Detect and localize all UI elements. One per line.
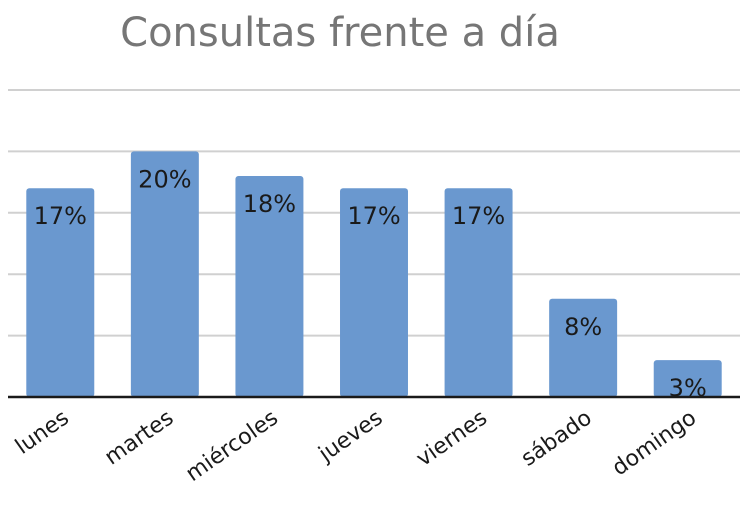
x-tick-label-domingo: domingo [608, 405, 701, 481]
bar-sábado [549, 298, 618, 397]
data-label-lunes: 17% [34, 202, 87, 230]
data-label-miércoles: 18% [243, 190, 296, 218]
data-label-martes: 20% [138, 165, 191, 193]
x-tick-labels: lunes martes miércoles jueves viernes sábado d… [11, 405, 701, 486]
bar-domingo [653, 360, 722, 397]
chart-title: Consultas frente a día [120, 10, 560, 56]
bar-jueves [340, 188, 408, 397]
x-tick-label-sábado: sábado [517, 405, 597, 471]
data-label-sábado: 8% [564, 313, 602, 341]
bars [26, 151, 722, 397]
bar-miércoles [235, 175, 304, 397]
data-label-viernes: 17% [452, 202, 505, 230]
data-labels: 17%20%18% 17% 17%8%3% [34, 165, 707, 402]
x-tick-label-lunes: lunes [11, 405, 74, 459]
x-tick-label-viernes: viernes [412, 405, 492, 472]
x-tick-label-jueves: jueves [314, 405, 388, 467]
bar-viernes [444, 188, 513, 397]
bar-lunes [26, 188, 95, 397]
x-tick-label-martes: martes [100, 405, 178, 470]
bar-martes [130, 151, 199, 397]
data-label-jueves: 17% [347, 202, 400, 230]
x-tick-label-miércoles: miércoles [181, 405, 282, 486]
